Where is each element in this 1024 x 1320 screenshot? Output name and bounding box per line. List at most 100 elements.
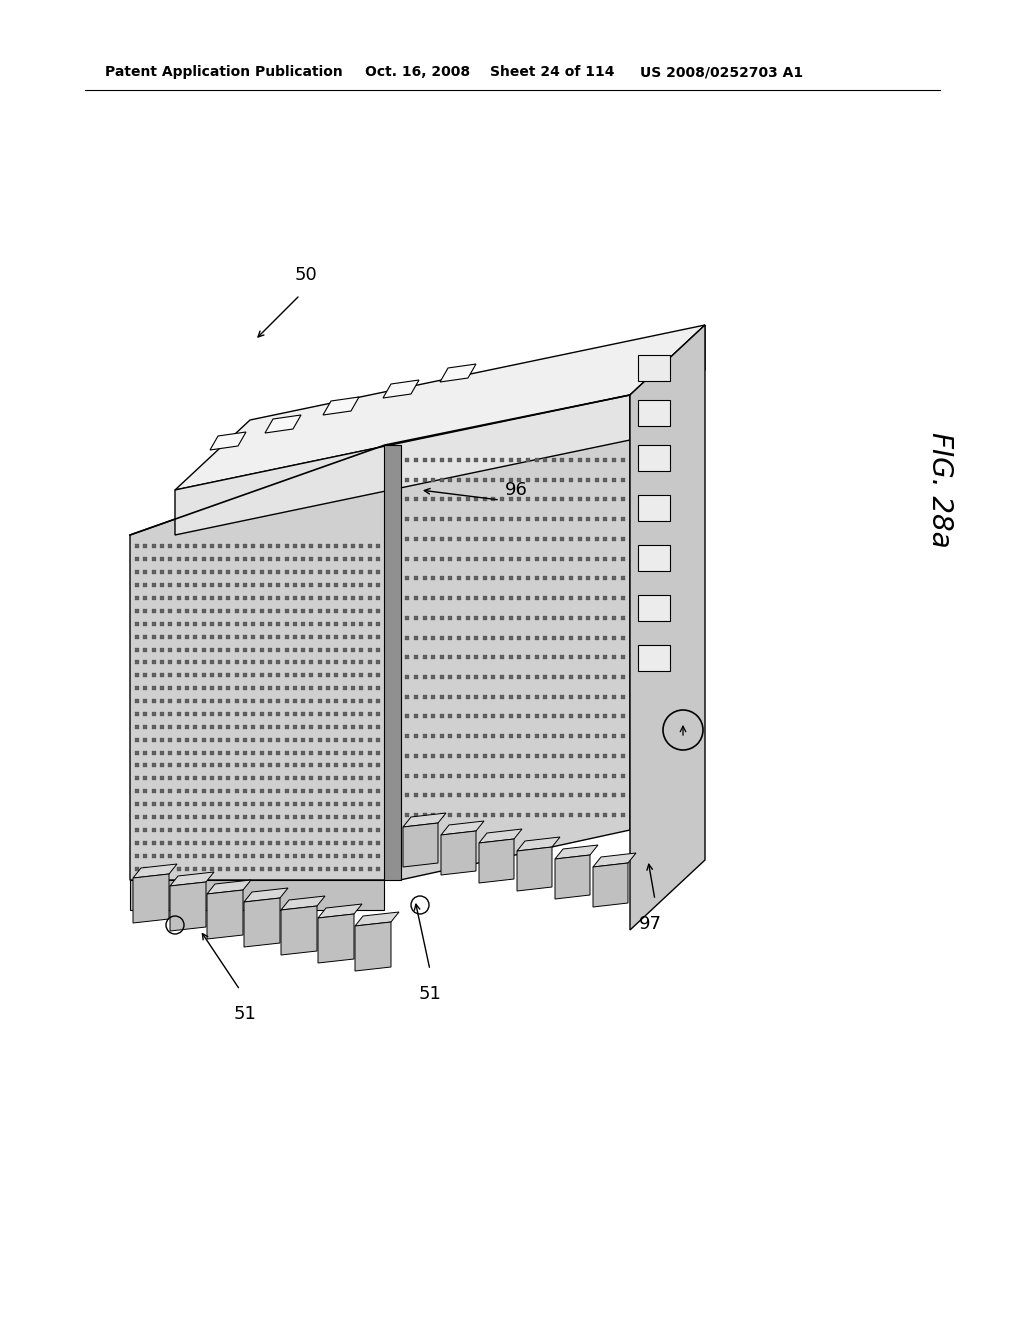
Polygon shape [268, 841, 272, 845]
Polygon shape [143, 751, 147, 755]
Polygon shape [578, 694, 582, 698]
Polygon shape [243, 557, 247, 561]
Polygon shape [368, 544, 372, 548]
Polygon shape [301, 660, 305, 664]
Polygon shape [160, 738, 164, 742]
Polygon shape [431, 694, 435, 698]
Polygon shape [234, 609, 239, 612]
Polygon shape [335, 622, 338, 626]
Polygon shape [500, 557, 504, 561]
Polygon shape [474, 498, 478, 502]
Polygon shape [285, 570, 289, 574]
Polygon shape [285, 789, 289, 793]
Polygon shape [526, 774, 530, 777]
Polygon shape [526, 458, 530, 462]
Polygon shape [185, 583, 189, 587]
Polygon shape [177, 673, 180, 677]
Polygon shape [343, 711, 347, 715]
Polygon shape [439, 655, 443, 659]
Polygon shape [368, 803, 372, 807]
Polygon shape [423, 813, 427, 817]
Polygon shape [500, 537, 504, 541]
Polygon shape [301, 866, 305, 871]
Polygon shape [135, 609, 139, 612]
Polygon shape [143, 673, 147, 677]
Polygon shape [260, 854, 263, 858]
Polygon shape [414, 615, 418, 620]
Polygon shape [612, 498, 616, 502]
Polygon shape [130, 445, 385, 880]
Polygon shape [243, 789, 247, 793]
Polygon shape [368, 776, 372, 780]
Polygon shape [135, 700, 139, 704]
Polygon shape [343, 583, 347, 587]
Polygon shape [317, 776, 322, 780]
Polygon shape [210, 776, 214, 780]
Polygon shape [543, 694, 547, 698]
Polygon shape [343, 828, 347, 832]
Polygon shape [202, 597, 206, 601]
Polygon shape [135, 789, 139, 793]
Polygon shape [143, 686, 147, 690]
Polygon shape [509, 498, 513, 502]
Polygon shape [423, 635, 427, 639]
Polygon shape [317, 789, 322, 793]
Polygon shape [335, 854, 338, 858]
Polygon shape [560, 754, 564, 758]
Text: 96: 96 [505, 480, 528, 499]
Polygon shape [168, 673, 172, 677]
Polygon shape [603, 577, 607, 581]
Polygon shape [226, 557, 230, 561]
Polygon shape [260, 686, 263, 690]
Text: FIG. 28a: FIG. 28a [926, 432, 954, 548]
Polygon shape [483, 754, 486, 758]
Polygon shape [569, 615, 573, 620]
Polygon shape [526, 655, 530, 659]
Polygon shape [210, 828, 214, 832]
Polygon shape [578, 714, 582, 718]
Polygon shape [586, 478, 590, 482]
Polygon shape [135, 622, 139, 626]
Polygon shape [569, 557, 573, 561]
Polygon shape [268, 648, 272, 652]
Polygon shape [474, 813, 478, 817]
Polygon shape [359, 700, 364, 704]
Polygon shape [543, 635, 547, 639]
Polygon shape [368, 686, 372, 690]
Polygon shape [431, 597, 435, 601]
Polygon shape [376, 776, 380, 780]
Polygon shape [595, 774, 599, 777]
Polygon shape [552, 577, 556, 581]
Polygon shape [439, 615, 443, 620]
Polygon shape [285, 686, 289, 690]
Polygon shape [449, 754, 453, 758]
Polygon shape [317, 841, 322, 845]
Polygon shape [135, 635, 139, 639]
Polygon shape [326, 776, 330, 780]
Polygon shape [586, 734, 590, 738]
Polygon shape [194, 711, 198, 715]
Polygon shape [135, 711, 139, 715]
Polygon shape [285, 711, 289, 715]
Polygon shape [152, 622, 156, 626]
Polygon shape [351, 854, 355, 858]
Polygon shape [368, 557, 372, 561]
Polygon shape [234, 814, 239, 818]
Polygon shape [603, 675, 607, 678]
Polygon shape [479, 829, 522, 843]
Polygon shape [586, 517, 590, 521]
Polygon shape [335, 789, 338, 793]
Polygon shape [335, 648, 338, 652]
Polygon shape [509, 774, 513, 777]
Polygon shape [234, 789, 239, 793]
Polygon shape [210, 432, 246, 450]
Polygon shape [474, 478, 478, 482]
Polygon shape [135, 557, 139, 561]
Polygon shape [143, 711, 147, 715]
Polygon shape [414, 793, 418, 797]
Polygon shape [552, 655, 556, 659]
Polygon shape [185, 789, 189, 793]
Polygon shape [218, 803, 222, 807]
Polygon shape [492, 655, 496, 659]
Polygon shape [359, 648, 364, 652]
